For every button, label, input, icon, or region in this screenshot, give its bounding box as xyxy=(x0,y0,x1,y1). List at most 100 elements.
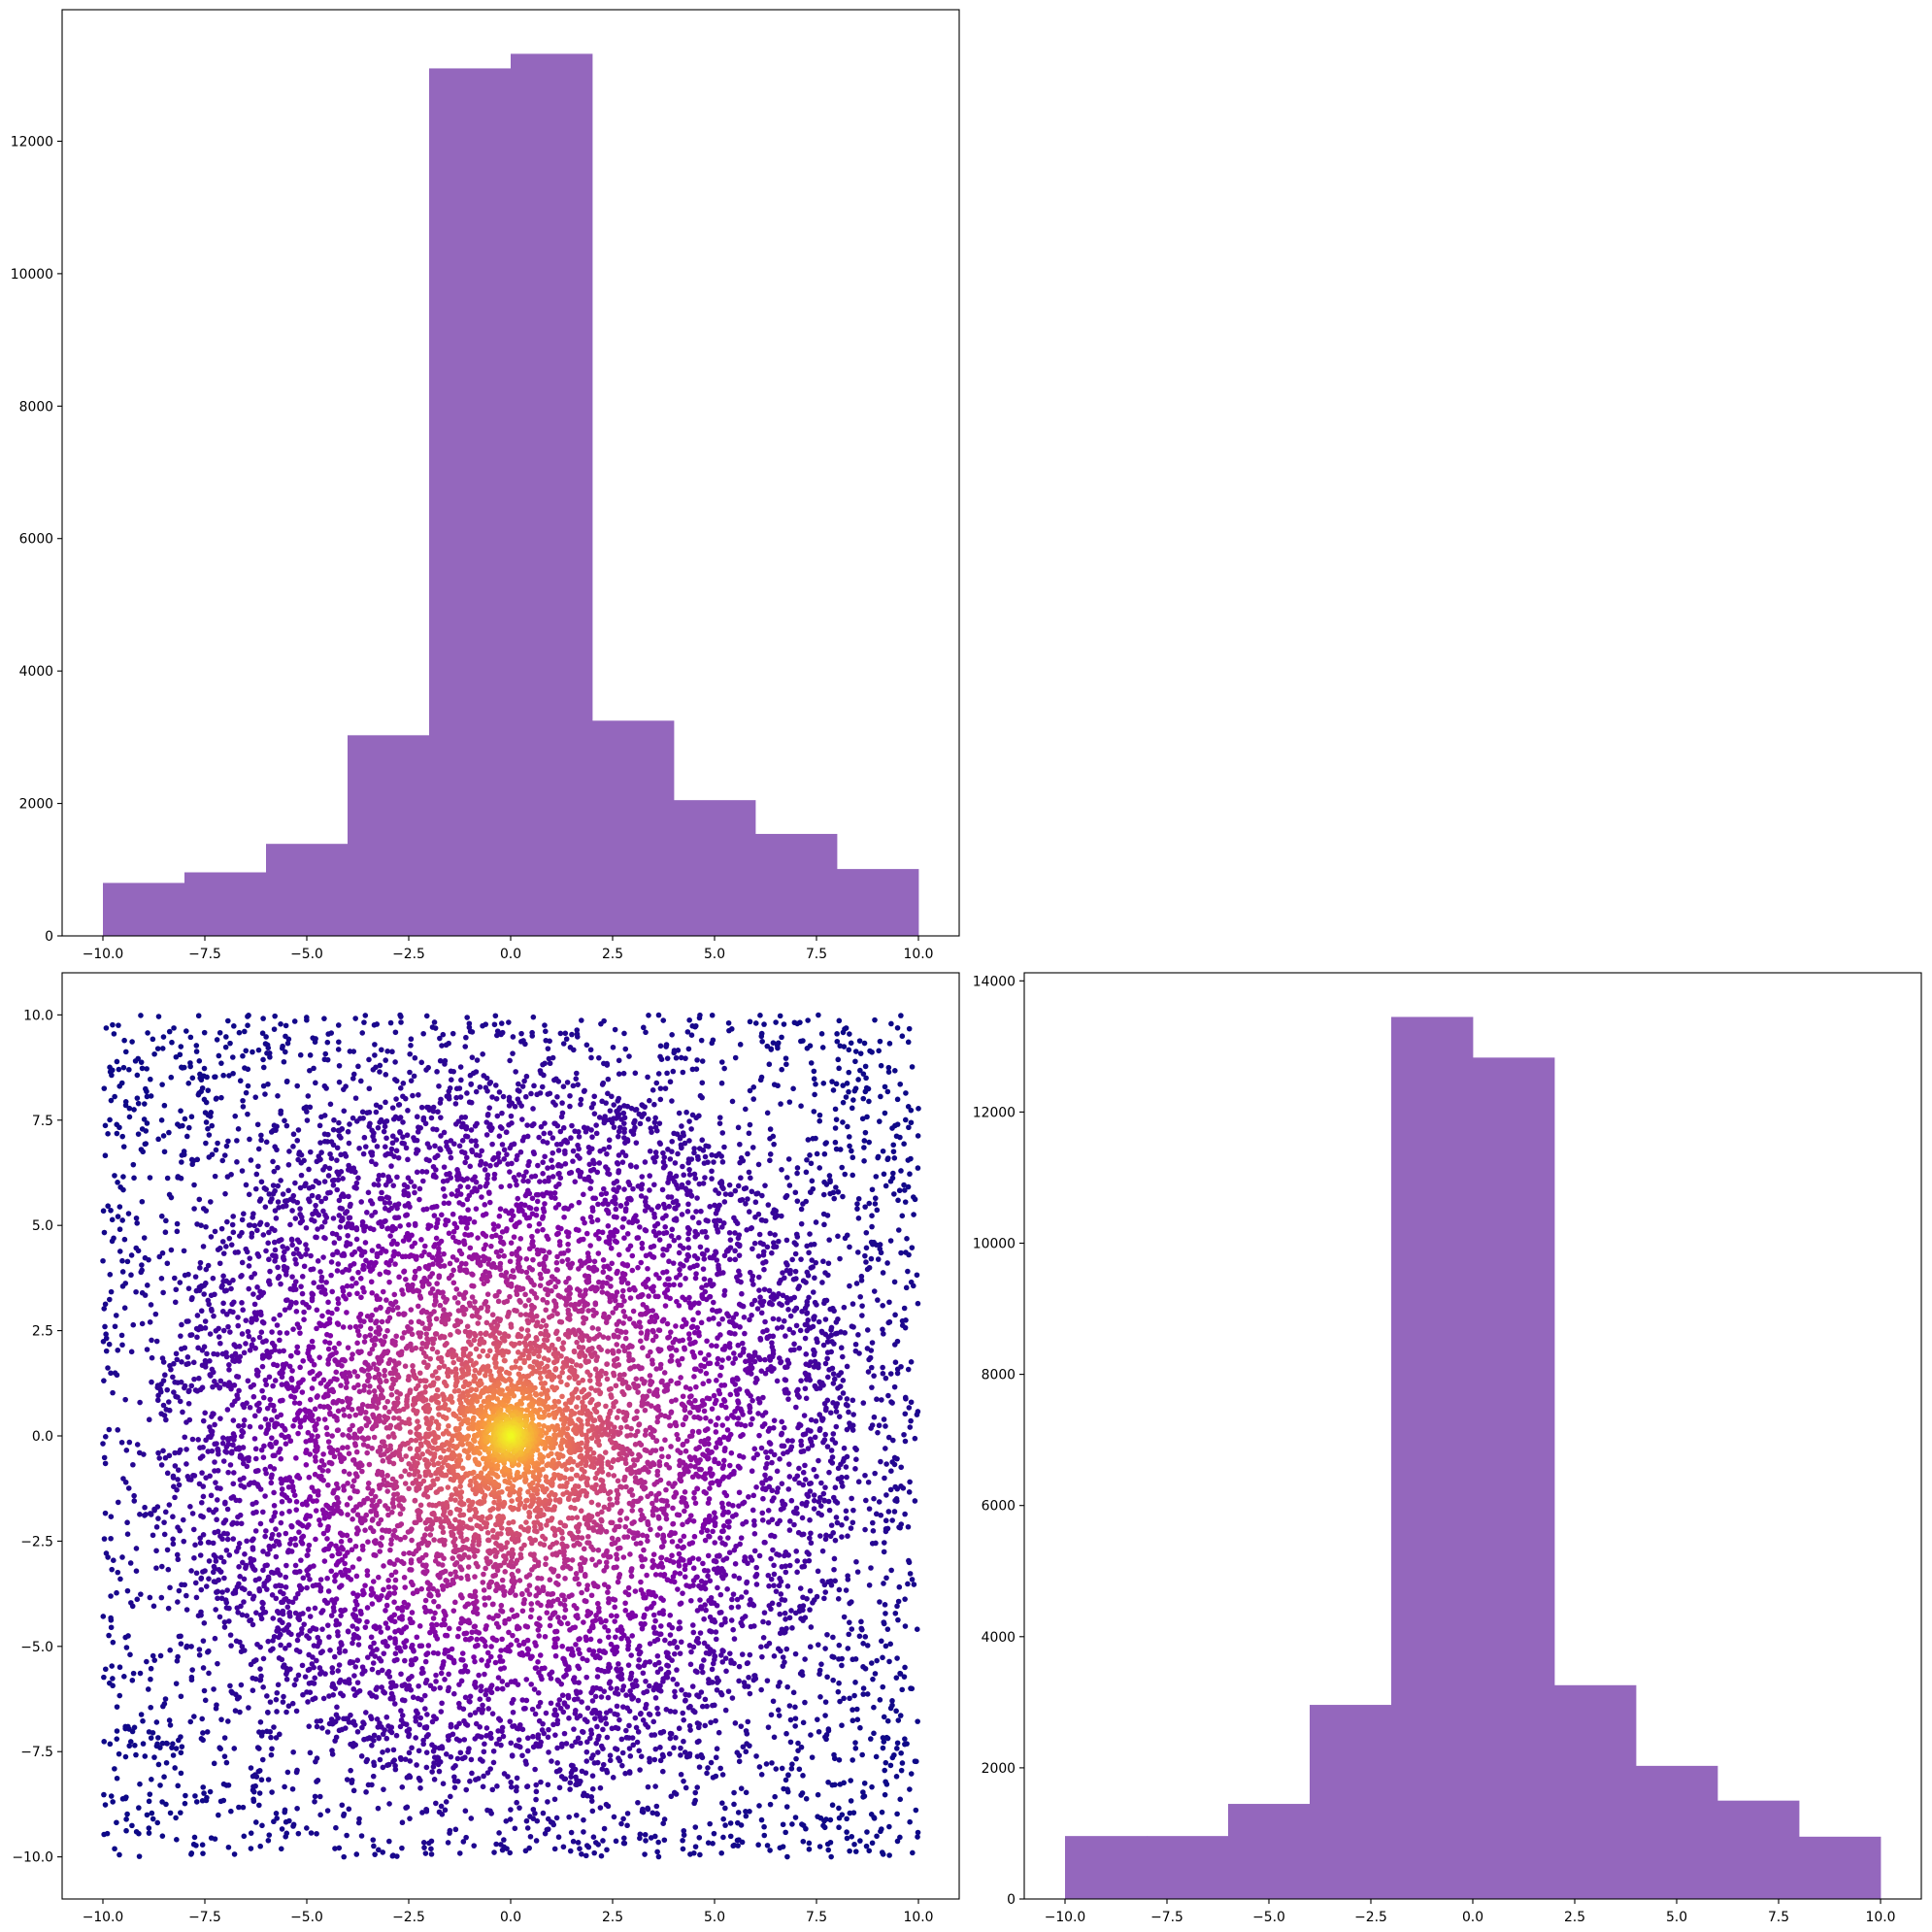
scatter-point xyxy=(248,1846,254,1851)
scatter-point xyxy=(861,1040,868,1047)
scatter-point xyxy=(222,1597,229,1603)
scatter-point xyxy=(758,1033,765,1040)
scatter-point xyxy=(480,1022,485,1029)
scatter-point xyxy=(506,1019,512,1025)
scatter-point xyxy=(524,1825,531,1831)
scatter-point xyxy=(685,1236,691,1243)
scatter-point xyxy=(218,1094,224,1101)
scatter-point xyxy=(598,1020,604,1027)
scatter-point xyxy=(576,1134,583,1140)
scatter-point xyxy=(813,1219,819,1225)
scatter-point xyxy=(581,1829,586,1835)
scatter-point xyxy=(908,1107,915,1114)
scatter-point xyxy=(765,1619,772,1626)
scatter-point xyxy=(873,1511,880,1517)
scatter-point xyxy=(561,1730,568,1737)
scatter-point xyxy=(836,1372,842,1379)
scatter-point xyxy=(486,1081,493,1086)
scatter-point xyxy=(743,1201,749,1207)
scatter-point xyxy=(899,1760,906,1766)
scatter-point xyxy=(896,1583,903,1590)
scatter-point xyxy=(324,1039,331,1046)
scatter-point xyxy=(730,1626,736,1633)
scatter-point xyxy=(164,1741,170,1747)
scatter-point xyxy=(432,1154,439,1161)
scatter-point xyxy=(830,1634,836,1641)
scatter-point xyxy=(736,1678,742,1684)
scatter-point xyxy=(143,1512,149,1517)
scatter-point xyxy=(792,1815,799,1820)
scatter-point xyxy=(160,1359,167,1365)
scatter-point xyxy=(637,1767,643,1773)
scatter-point xyxy=(265,1777,272,1782)
scatter-point xyxy=(260,1289,267,1296)
scatter-point xyxy=(231,1299,237,1306)
scatter-point xyxy=(321,1218,328,1225)
scatter-point xyxy=(245,1014,250,1019)
scatter-point xyxy=(236,1804,242,1811)
scatter-point xyxy=(390,1116,397,1122)
scatter-point xyxy=(226,1552,233,1558)
scatter-point xyxy=(528,1090,534,1097)
scatter-point xyxy=(473,1720,480,1727)
scatter-point xyxy=(802,1321,809,1328)
scatter-point xyxy=(220,1327,227,1334)
scatter-point xyxy=(356,1815,362,1822)
scatter-point xyxy=(600,1838,606,1844)
scatter-point xyxy=(103,1025,110,1031)
scatter-point xyxy=(692,1824,699,1830)
scatter-point xyxy=(783,1646,790,1652)
scatter-point xyxy=(747,1018,753,1025)
scatter-point xyxy=(337,1224,344,1230)
scatter-point xyxy=(314,1657,319,1664)
scatter-point xyxy=(177,1447,183,1453)
scatter-point xyxy=(414,1137,420,1144)
scatter-point xyxy=(239,1331,246,1337)
scatter-point xyxy=(844,1835,850,1842)
scatter-point xyxy=(463,1154,470,1161)
scatter-point xyxy=(101,1229,108,1236)
scatter-point xyxy=(716,1729,722,1736)
scatter-point xyxy=(408,1036,415,1043)
x-tick-label: −2.5 xyxy=(392,947,425,962)
scatter-point xyxy=(909,1577,916,1582)
scatter-point xyxy=(369,1743,375,1749)
scatter-point xyxy=(523,1073,530,1080)
scatter-point xyxy=(913,1807,919,1814)
scatter-point xyxy=(500,1093,507,1100)
scatter-point xyxy=(281,1058,287,1065)
scatter-point xyxy=(514,1775,520,1782)
scatter-point xyxy=(854,1206,860,1212)
scatter-point xyxy=(855,1195,862,1202)
scatter-point xyxy=(883,1446,888,1451)
scatter-point xyxy=(202,1325,209,1331)
scatter-point xyxy=(675,1185,682,1191)
scatter-point xyxy=(117,1226,123,1233)
scatter-point xyxy=(811,1506,817,1512)
scatter-point xyxy=(122,1753,129,1760)
scatter-point xyxy=(843,1587,849,1593)
scatter-point xyxy=(127,1739,134,1745)
scatter-point xyxy=(525,1735,531,1742)
scatter-point xyxy=(734,1596,741,1603)
scatter-point xyxy=(346,1193,351,1200)
scatter-point xyxy=(408,1042,414,1049)
scatter-point xyxy=(389,1140,396,1147)
scatter-point xyxy=(707,1203,713,1210)
scatter-point xyxy=(632,1070,639,1077)
scatter-point xyxy=(760,1251,767,1258)
scatter-point xyxy=(657,1085,664,1091)
scatter-point xyxy=(819,1045,826,1050)
scatter-point xyxy=(794,1388,800,1394)
scatter-point xyxy=(611,1180,617,1186)
scatter-point xyxy=(862,1634,869,1640)
scatter-point xyxy=(387,1178,393,1183)
scatter-point xyxy=(406,1726,413,1733)
scatter-point xyxy=(397,1754,404,1761)
scatter-point xyxy=(418,1104,425,1111)
scatter-point xyxy=(369,1152,376,1158)
scatter-point xyxy=(372,1851,378,1857)
scatter-point xyxy=(211,1760,217,1767)
scatter-point xyxy=(235,1395,241,1402)
